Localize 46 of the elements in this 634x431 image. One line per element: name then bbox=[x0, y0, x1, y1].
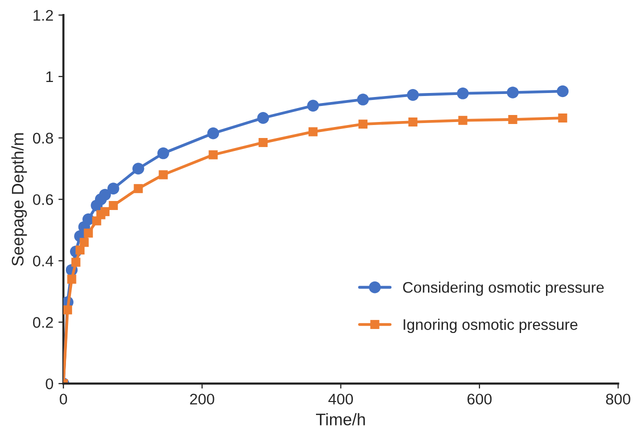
y-tick-label: 1 bbox=[46, 72, 53, 82]
x-tick-label: 800 bbox=[606, 394, 630, 405]
legend-label: Considering osmotic pressure bbox=[403, 282, 604, 296]
point bbox=[108, 200, 118, 210]
point bbox=[308, 127, 318, 136]
point bbox=[408, 117, 418, 126]
point bbox=[63, 305, 72, 314]
point bbox=[458, 116, 468, 125]
y-tick-label: 0.8 bbox=[33, 132, 54, 144]
point bbox=[157, 147, 170, 160]
point bbox=[80, 238, 89, 247]
point bbox=[100, 207, 110, 216]
point bbox=[358, 120, 368, 129]
x-axis-title: Time/h bbox=[316, 413, 365, 426]
point bbox=[258, 138, 268, 148]
point bbox=[84, 228, 93, 238]
point bbox=[132, 162, 144, 175]
point bbox=[134, 184, 143, 194]
y-tick-label: 1.2 bbox=[34, 10, 53, 21]
point bbox=[257, 112, 270, 124]
point bbox=[456, 87, 469, 100]
y-tick-label: 0 bbox=[46, 378, 54, 390]
point bbox=[508, 114, 518, 124]
x-tick-label: 200 bbox=[190, 394, 214, 405]
y-tick-label: 0.4 bbox=[33, 256, 54, 266]
legend-label: Ignoring osmotic pressure bbox=[404, 318, 578, 333]
point bbox=[506, 86, 519, 98]
x-tick-label: 600 bbox=[467, 394, 492, 405]
point bbox=[76, 245, 85, 255]
point bbox=[357, 94, 369, 106]
point bbox=[71, 258, 80, 267]
point bbox=[556, 85, 569, 98]
point bbox=[307, 100, 319, 112]
point bbox=[207, 127, 220, 140]
point bbox=[208, 150, 218, 160]
y-tick-label: 0.6 bbox=[33, 194, 54, 206]
point bbox=[67, 274, 76, 284]
point bbox=[107, 182, 120, 194]
y-tick-label: 0.2 bbox=[33, 317, 53, 328]
point bbox=[99, 188, 111, 201]
point bbox=[158, 170, 168, 180]
point bbox=[558, 113, 568, 122]
y-axis-title: Seepage Depth/m bbox=[11, 133, 27, 266]
x-tick-label: 400 bbox=[328, 394, 353, 405]
x-tick-label: 0 bbox=[60, 394, 68, 405]
point bbox=[406, 89, 419, 101]
